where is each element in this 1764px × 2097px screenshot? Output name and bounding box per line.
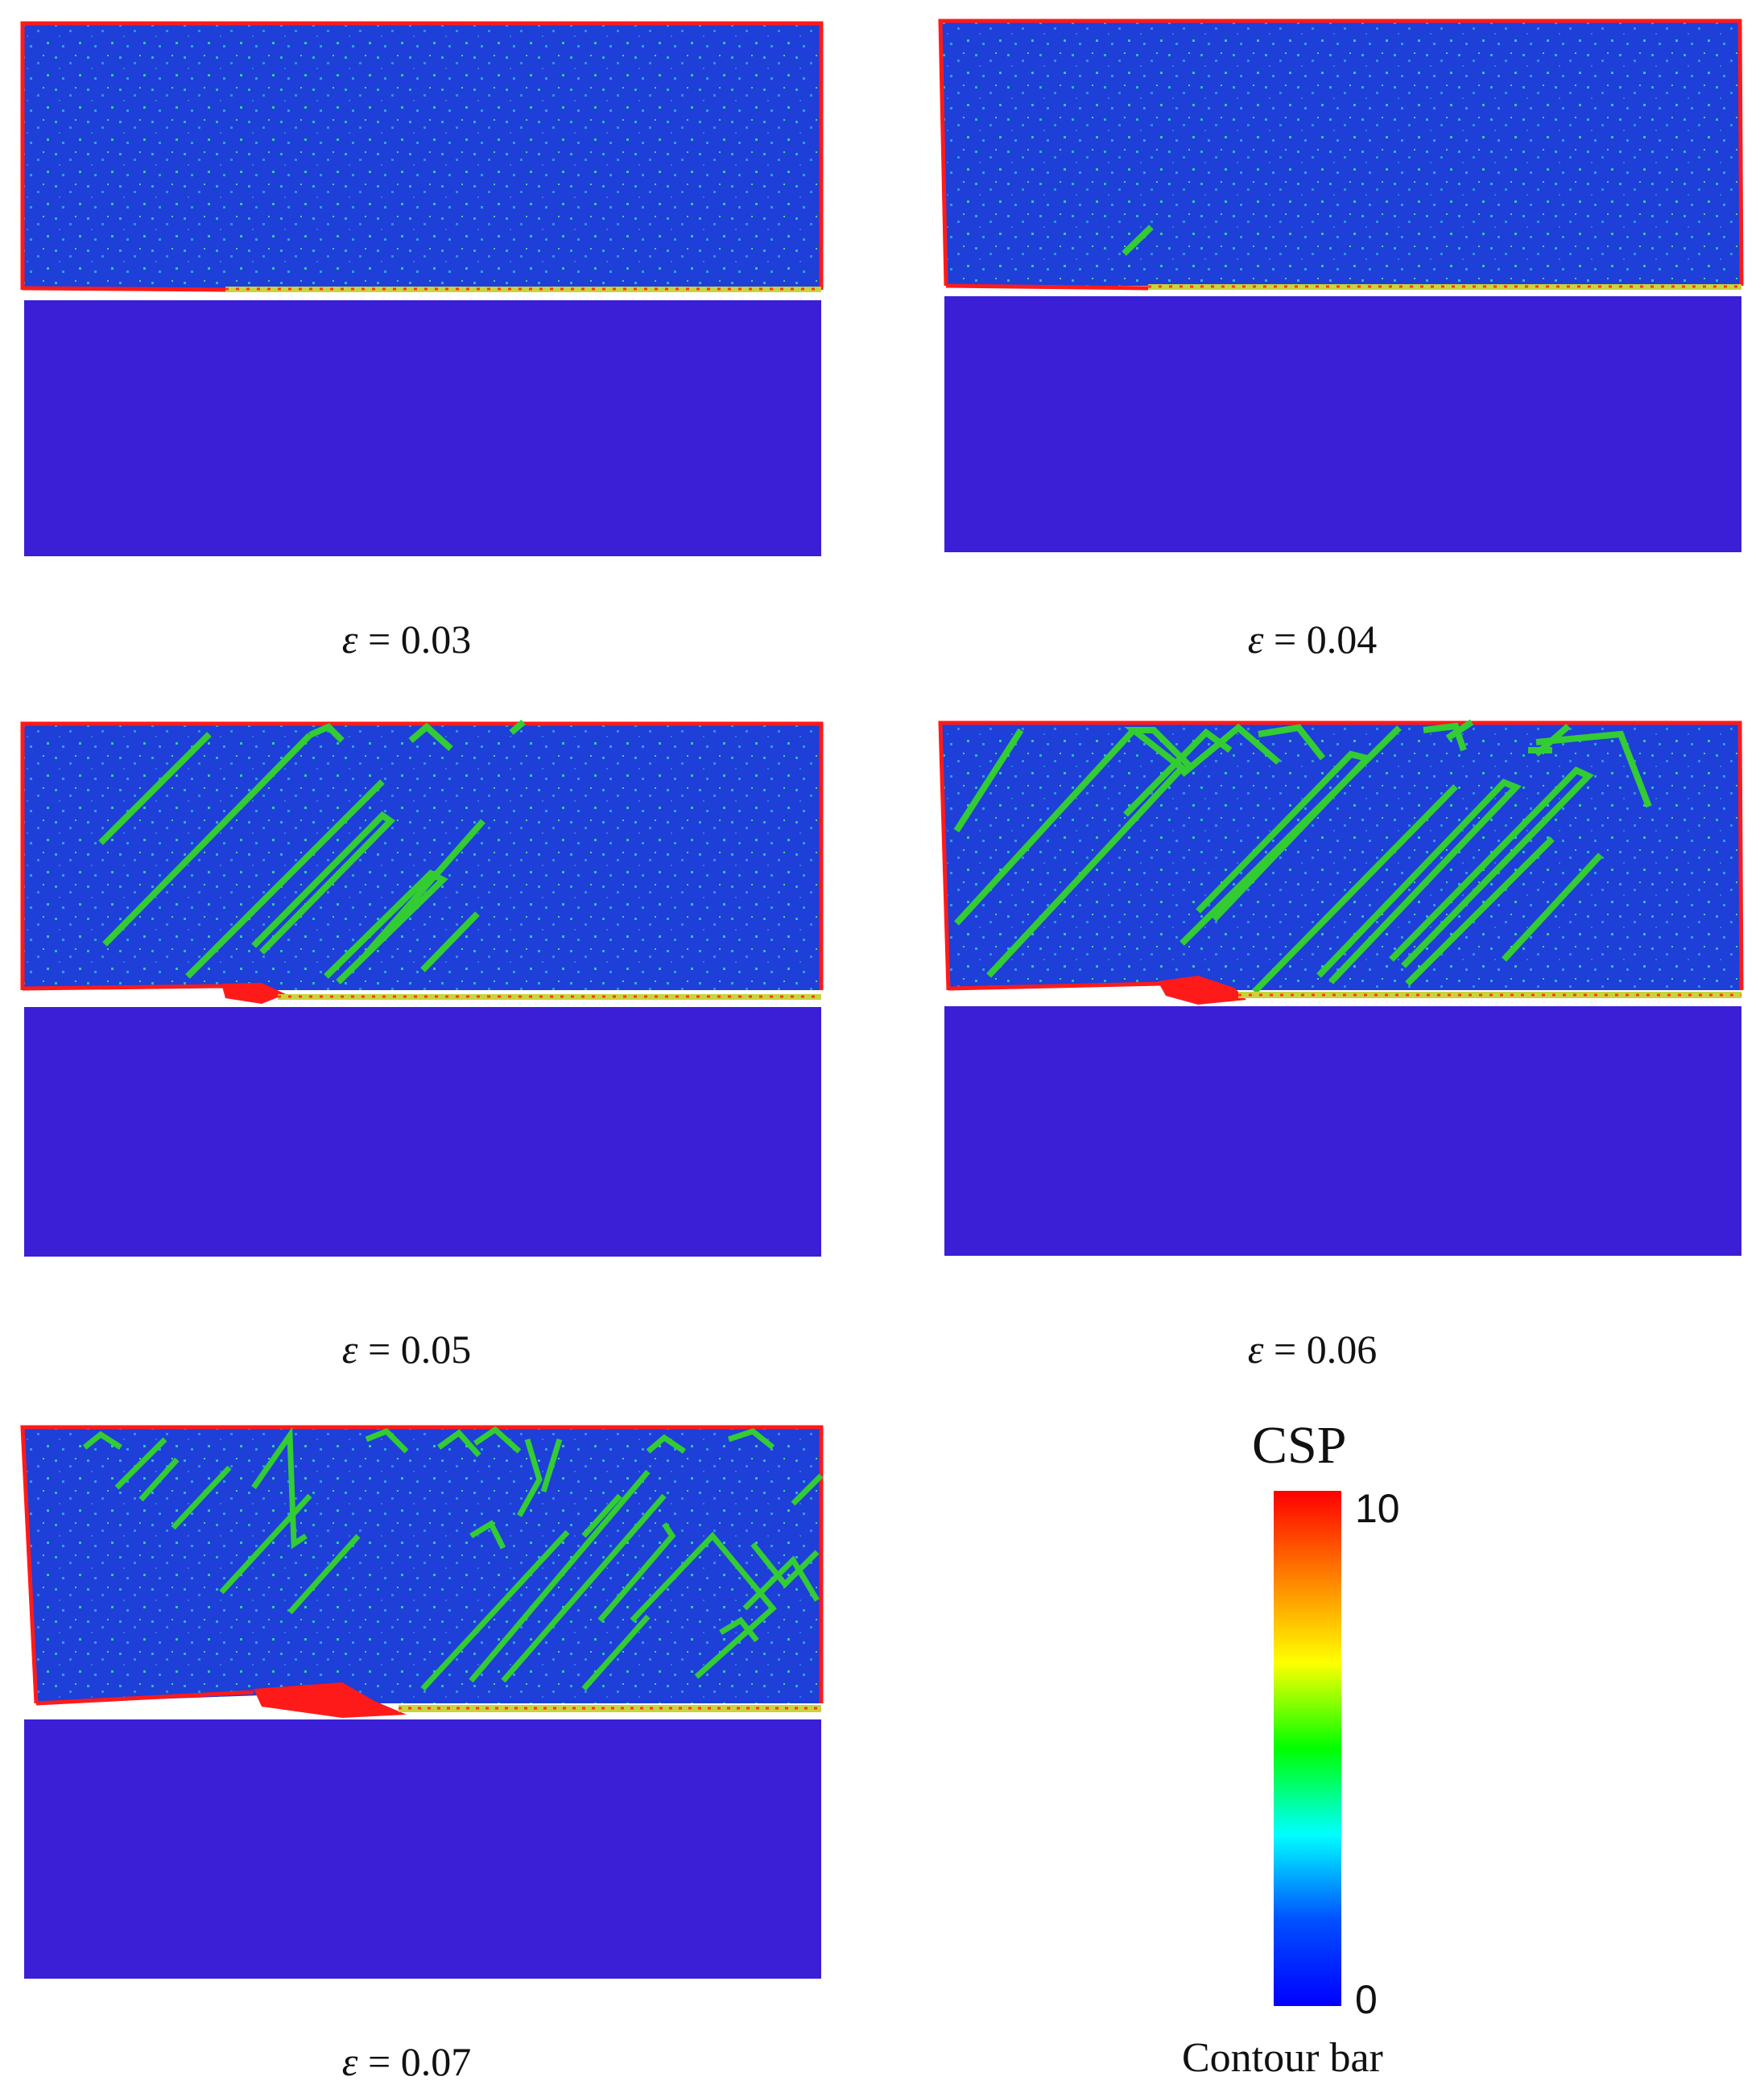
strain-symbol: ε: [341, 617, 358, 662]
crack-edge: [22, 984, 226, 991]
upper-crystal-block: [940, 21, 1741, 286]
interface-layer: [1148, 284, 1741, 290]
strain-value: = 0.04: [1274, 617, 1378, 662]
strain-value: = 0.07: [368, 2039, 472, 2084]
strain-symbol: ε: [1247, 617, 1264, 662]
crack-edge: [948, 981, 1163, 991]
panel-strain-004: [938, 19, 1744, 552]
caption-strain-007: ε = 0.07: [225, 2038, 588, 2085]
lower-crystal-block: [24, 300, 821, 556]
colorbar-caption: Contour bar: [1182, 2035, 1383, 2081]
upper-block-edge: [20, 721, 824, 990]
crack-tip-zone: [1158, 976, 1246, 1005]
lower-crystal-block: [24, 1007, 821, 1257]
dislocation-lines: [82, 1426, 824, 1691]
colorbar-max-label: 10: [1355, 1486, 1400, 1531]
lower-crystal-block: [944, 296, 1741, 552]
caption-strain-005: ε = 0.05: [225, 1326, 588, 1373]
strain-value: = 0.03: [368, 617, 472, 662]
upper-block-edge: [938, 19, 1744, 287]
colorbar-min-label: 0: [1355, 1977, 1378, 2022]
interface-layer: [278, 994, 821, 1000]
upper-crystal-block: [23, 23, 821, 290]
upper-block-edge: [20, 21, 824, 290]
lower-crystal-block: [944, 1006, 1741, 1256]
crack-tip-zone: [221, 983, 286, 1004]
strain-value: = 0.05: [368, 1327, 472, 1372]
panel-strain-005: [20, 719, 824, 1257]
panel-strain-003: [20, 21, 824, 556]
colorbar-title: CSP: [1252, 1416, 1347, 1475]
strain-value: = 0.06: [1274, 1327, 1378, 1372]
crack-edge: [35, 1690, 254, 1706]
strain-symbol: ε: [1247, 1327, 1264, 1372]
panel-strain-007: [20, 1425, 824, 1979]
strain-symbol: ε: [341, 1327, 358, 1372]
strain-symbol: ε: [341, 2039, 358, 2084]
upper-block-edge: [20, 1425, 824, 1704]
dislocation-lines: [98, 719, 526, 985]
interface-layer: [225, 287, 821, 292]
caption-strain-006: ε = 0.06: [1131, 1326, 1493, 1373]
panel-strain-006: [938, 719, 1744, 1256]
crack-opening: [23, 988, 262, 1002]
interface-layer: [399, 1705, 821, 1712]
dislocation-line: [1122, 225, 1154, 256]
dislocation-lines: [953, 719, 1652, 994]
crack-tip-zone: [254, 1682, 407, 1718]
upper-block-edge: [938, 720, 1744, 991]
caption-strain-004: ε = 0.04: [1131, 616, 1493, 663]
caption-strain-003: ε = 0.03: [225, 616, 588, 663]
crack-edge: [945, 283, 1149, 291]
lower-crystal-block: [24, 1719, 821, 1979]
upper-crystal-block: [23, 724, 821, 990]
upper-crystal-block: [23, 1427, 821, 1703]
colorbar-gradient: [1274, 1491, 1341, 2006]
crack-opening: [23, 290, 225, 300]
crack-edge: [22, 286, 226, 292]
